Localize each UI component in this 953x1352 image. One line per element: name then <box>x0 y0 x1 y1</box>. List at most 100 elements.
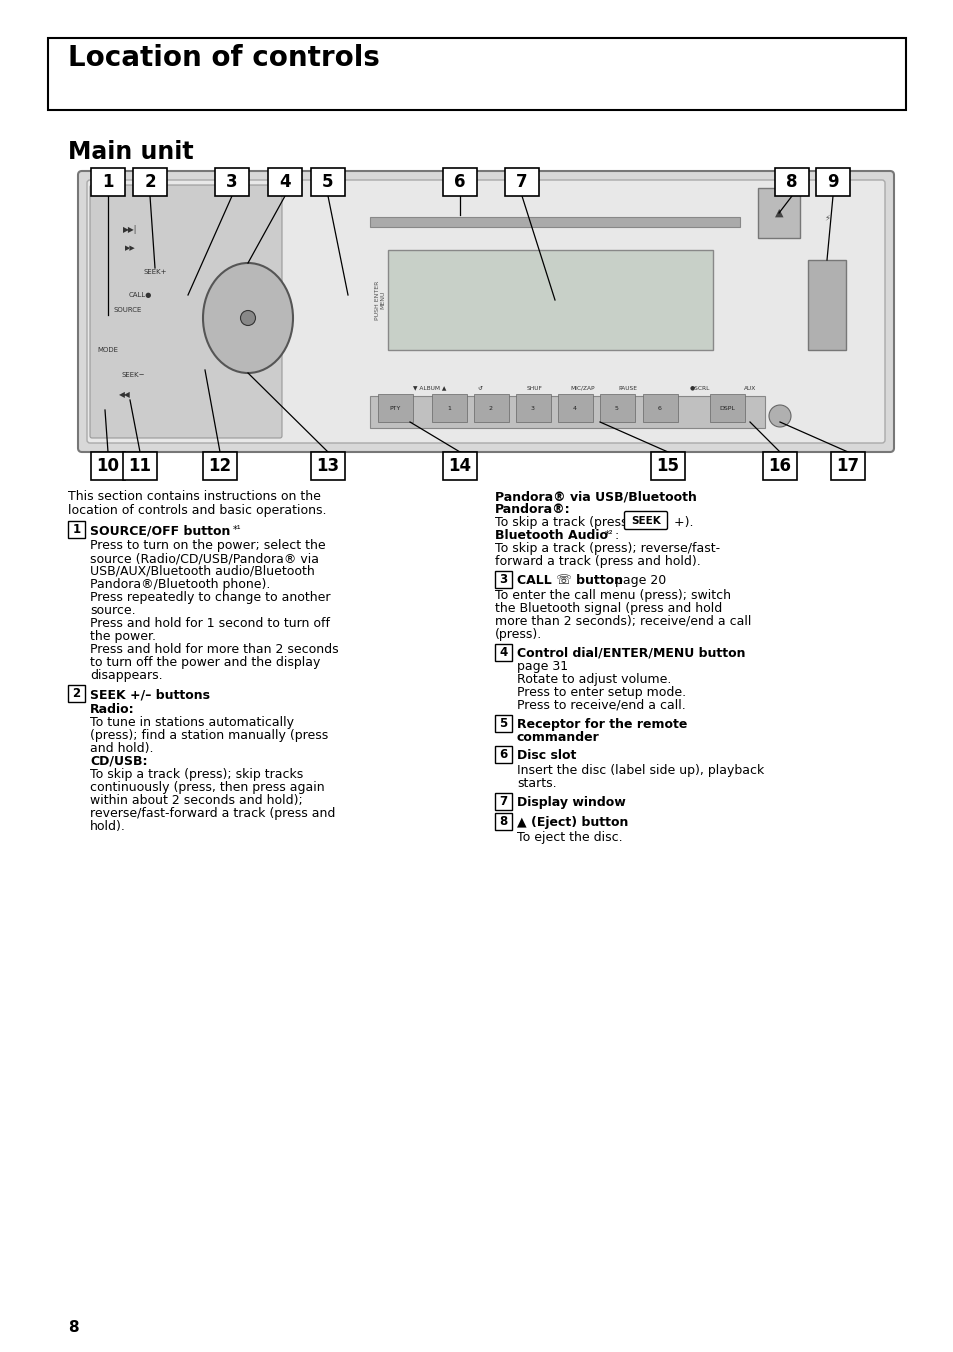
Text: 5: 5 <box>615 406 618 411</box>
Text: Disc slot: Disc slot <box>517 749 576 763</box>
Text: 7: 7 <box>499 795 507 808</box>
Bar <box>370 396 764 429</box>
Text: To skip a track (press); reverse/fast-: To skip a track (press); reverse/fast- <box>495 542 720 556</box>
Text: 10: 10 <box>96 457 119 475</box>
Bar <box>650 452 684 480</box>
Text: SOURCE: SOURCE <box>113 307 142 314</box>
Bar <box>774 168 808 196</box>
Text: ▲: ▲ <box>774 208 782 218</box>
Text: and hold).: and hold). <box>90 742 153 754</box>
Bar <box>132 168 167 196</box>
Bar <box>474 393 509 422</box>
Bar <box>214 168 249 196</box>
Text: 4: 4 <box>279 173 291 191</box>
Bar <box>642 393 678 422</box>
Bar <box>504 168 538 196</box>
Bar <box>495 644 512 661</box>
Text: 4: 4 <box>498 646 507 658</box>
Text: hold).: hold). <box>90 821 126 833</box>
Text: MODE: MODE <box>97 347 118 353</box>
Text: 2: 2 <box>489 406 493 411</box>
Bar <box>311 168 345 196</box>
Text: Press to receive/end a call.: Press to receive/end a call. <box>517 699 685 713</box>
Text: 2: 2 <box>144 173 155 191</box>
Bar <box>91 452 125 480</box>
Bar <box>807 260 845 350</box>
Ellipse shape <box>240 311 255 326</box>
Text: 9: 9 <box>826 173 838 191</box>
Text: ↺: ↺ <box>477 385 482 391</box>
Text: Press and hold for 1 second to turn off: Press and hold for 1 second to turn off <box>90 617 330 630</box>
Text: location of controls and basic operations.: location of controls and basic operation… <box>68 504 326 516</box>
Text: Pandora®:: Pandora®: <box>495 503 570 516</box>
Text: :: : <box>615 529 618 542</box>
Text: Press and hold for more than 2 seconds: Press and hold for more than 2 seconds <box>90 644 338 656</box>
Text: SOURCE/OFF button: SOURCE/OFF button <box>90 525 230 537</box>
Text: (press).: (press). <box>495 627 541 641</box>
Text: 5: 5 <box>322 173 334 191</box>
Bar <box>123 452 157 480</box>
Text: AUX: AUX <box>743 385 756 391</box>
Bar <box>709 393 744 422</box>
Text: 7: 7 <box>516 173 527 191</box>
Text: 6: 6 <box>454 173 465 191</box>
Text: SEEK: SEEK <box>631 515 660 526</box>
Bar <box>815 168 849 196</box>
Text: 3: 3 <box>531 406 535 411</box>
Text: ◀◀: ◀◀ <box>119 391 131 399</box>
Text: 3: 3 <box>226 173 237 191</box>
Ellipse shape <box>768 406 790 427</box>
Bar <box>495 571 512 588</box>
Text: DSPL: DSPL <box>719 406 734 411</box>
Bar <box>762 452 796 480</box>
Text: To tune in stations automatically: To tune in stations automatically <box>90 717 294 729</box>
Bar <box>68 521 85 538</box>
Text: ▶▶|: ▶▶| <box>123 226 137 234</box>
Text: CALL ☏ button: CALL ☏ button <box>517 575 622 587</box>
Bar <box>495 813 512 830</box>
Text: Rotate to adjust volume.: Rotate to adjust volume. <box>517 673 671 685</box>
Text: ▼ ALBUM ▲: ▼ ALBUM ▲ <box>413 385 446 391</box>
Text: USB/AUX/Bluetooth audio/Bluetooth: USB/AUX/Bluetooth audio/Bluetooth <box>90 565 314 579</box>
Text: To skip a track (press); skip tracks: To skip a track (press); skip tracks <box>90 768 303 781</box>
Text: CALL●: CALL● <box>128 292 152 297</box>
Bar <box>377 393 413 422</box>
Text: 2: 2 <box>72 687 80 700</box>
Bar <box>68 685 85 702</box>
Text: 1: 1 <box>447 406 451 411</box>
Text: 8: 8 <box>785 173 797 191</box>
Text: To eject the disc.: To eject the disc. <box>517 831 622 844</box>
Text: To skip a track (press: To skip a track (press <box>495 516 631 529</box>
Text: within about 2 seconds and hold);: within about 2 seconds and hold); <box>90 794 302 807</box>
Text: Press repeatedly to change to another: Press repeatedly to change to another <box>90 591 330 604</box>
Text: more than 2 seconds); receive/end a call: more than 2 seconds); receive/end a call <box>495 615 751 627</box>
Text: SHUF: SHUF <box>526 385 542 391</box>
Text: Receptor for the remote: Receptor for the remote <box>517 718 687 731</box>
Text: ⚡: ⚡ <box>823 214 829 223</box>
Text: SEEK +/– buttons: SEEK +/– buttons <box>90 688 210 700</box>
Text: 1: 1 <box>102 173 113 191</box>
Bar <box>203 452 236 480</box>
Text: PTY: PTY <box>389 406 400 411</box>
Text: Pandora® via USB/Bluetooth: Pandora® via USB/Bluetooth <box>495 489 696 503</box>
Text: Display window: Display window <box>517 796 625 808</box>
Text: Pandora®/Bluetooth phone).: Pandora®/Bluetooth phone). <box>90 579 270 591</box>
Text: 8: 8 <box>498 815 507 827</box>
Text: the power.: the power. <box>90 630 156 644</box>
Bar <box>495 746 512 763</box>
Text: 5: 5 <box>498 717 507 730</box>
Text: commander: commander <box>517 731 599 744</box>
Text: Press to enter setup mode.: Press to enter setup mode. <box>517 685 685 699</box>
Text: source.: source. <box>90 604 135 617</box>
Bar <box>516 393 551 422</box>
Text: 13: 13 <box>316 457 339 475</box>
Bar <box>268 168 302 196</box>
Text: continuously (press, then press again: continuously (press, then press again <box>90 781 324 794</box>
Text: ▲ (Eject) button: ▲ (Eject) button <box>517 817 628 829</box>
FancyBboxPatch shape <box>78 170 893 452</box>
FancyBboxPatch shape <box>624 511 667 530</box>
Text: starts.: starts. <box>517 777 556 790</box>
Bar <box>758 188 800 238</box>
Text: to turn off the power and the display: to turn off the power and the display <box>90 656 320 669</box>
Text: +).: +). <box>669 516 693 529</box>
